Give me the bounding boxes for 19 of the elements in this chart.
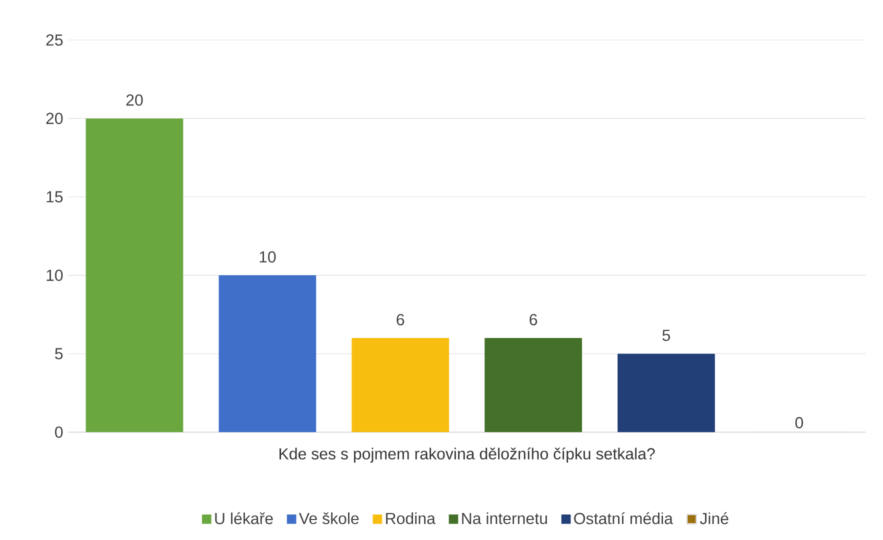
legend-label: Ostatní média xyxy=(574,512,673,524)
legend-label: Rodina xyxy=(386,512,436,524)
data-label: 20 xyxy=(126,94,143,106)
y-tick-label: 15 xyxy=(46,191,63,202)
y-tick-label: 5 xyxy=(55,348,63,360)
legend-label: Jiné xyxy=(700,512,728,524)
legend-label: Na internetu xyxy=(462,512,547,524)
data-label: 6 xyxy=(396,314,404,326)
legend-label: U lékaře xyxy=(215,512,273,524)
y-tick-label: 25 xyxy=(46,34,63,46)
data-label: 5 xyxy=(662,330,670,341)
y-tick-label: 10 xyxy=(46,270,63,281)
data-label: 6 xyxy=(530,314,538,326)
y-tick-label: 20 xyxy=(46,112,63,124)
data-label: 10 xyxy=(260,251,276,262)
x-axis-title: Kde ses s pojmem rakovina děložního čípku setkala? xyxy=(280,447,655,463)
data-label: 0 xyxy=(795,416,804,428)
legend-label: Ve škole xyxy=(298,512,359,524)
y-tick-label: 0 xyxy=(55,426,63,438)
